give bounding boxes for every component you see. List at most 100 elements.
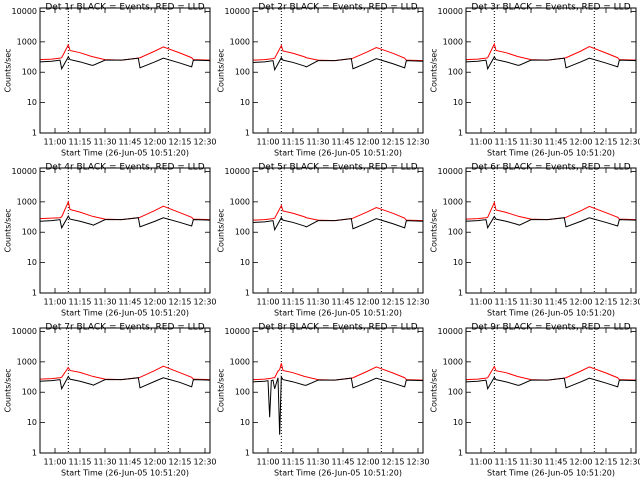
- x-axis-label: Start Time (26-Jun-05 10:51:20): [61, 149, 189, 158]
- panel: Det 4r BLACK = Events, RED = LLD11010010…: [4, 163, 217, 318]
- x-tick-label: 11:30: [519, 138, 542, 147]
- x-tick-label: 11:30: [306, 298, 329, 307]
- y-tick-label: 10: [27, 258, 37, 267]
- y-tick-label: 10: [240, 98, 250, 107]
- x-tick-label: 11:15: [494, 138, 517, 147]
- x-tick-label: 11:45: [544, 138, 567, 147]
- y-tick-label: 10000: [225, 167, 250, 176]
- x-tick-label: 12:00: [143, 138, 166, 147]
- panel: Det 9r BLACK = Events, RED = LLD11010010…: [430, 323, 640, 478]
- x-tick-label: 11:15: [494, 298, 517, 307]
- y-tick-label: 10: [453, 258, 463, 267]
- x-tick-label: 12:15: [594, 298, 617, 307]
- y-axis-label: Counts/sec: [4, 368, 13, 412]
- x-tick-label: 12:30: [193, 298, 216, 307]
- x-tick-label: 11:00: [43, 138, 66, 147]
- x-tick-label: 11:30: [93, 138, 116, 147]
- x-tick-label: 11:15: [68, 298, 91, 307]
- x-tick-label: 12:15: [594, 138, 617, 147]
- y-tick-label: 1: [32, 449, 37, 458]
- panel: Det 2r BLACK = Events, RED = LLD11010010…: [217, 3, 430, 158]
- x-axis-label: Start Time (26-Jun-05 10:51:20): [61, 309, 189, 318]
- x-tick-label: 11:00: [469, 138, 492, 147]
- y-tick-label: 100: [448, 228, 463, 237]
- y-tick-label: 10: [27, 418, 37, 427]
- y-tick-label: 1000: [230, 357, 250, 366]
- x-tick-label: 11:45: [544, 298, 567, 307]
- data-line: [465, 215, 637, 230]
- data-line: [252, 204, 424, 222]
- x-tick-label: 12:30: [406, 298, 429, 307]
- y-axis-label: Counts/sec: [4, 48, 13, 92]
- y-tick-label: 1000: [230, 37, 250, 46]
- x-tick-label: 11:15: [281, 138, 304, 147]
- x-tick-label: 12:15: [594, 458, 617, 467]
- y-tick-label: 100: [22, 68, 37, 77]
- x-axis-label: Start Time (26-Jun-05 10:51:20): [487, 309, 615, 318]
- x-tick-label: 12:00: [569, 138, 592, 147]
- x-tick-label: 11:00: [43, 458, 66, 467]
- x-tick-label: 11:45: [118, 298, 141, 307]
- plot-frame: [252, 327, 424, 454]
- x-tick-label: 12:15: [168, 298, 191, 307]
- plot-frame: [39, 7, 211, 134]
- x-tick-label: 11:30: [93, 458, 116, 467]
- x-axis-label: Start Time (26-Jun-05 10:51:20): [274, 149, 402, 158]
- x-axis-label: Start Time (26-Jun-05 10:51:20): [274, 469, 402, 478]
- x-tick-label: 11:00: [43, 298, 66, 307]
- y-tick-label: 10: [453, 98, 463, 107]
- panel: Det 8r BLACK = Events, RED = LLD11010010…: [217, 323, 430, 478]
- plot-frame: [39, 167, 211, 294]
- x-tick-label: 11:45: [118, 138, 141, 147]
- x-tick-label: 11:45: [331, 138, 354, 147]
- x-tick-label: 12:15: [381, 298, 404, 307]
- x-tick-label: 12:30: [193, 138, 216, 147]
- y-tick-label: 10000: [438, 327, 463, 336]
- y-tick-label: 1000: [17, 37, 37, 46]
- x-tick-label: 11:00: [256, 458, 279, 467]
- x-tick-label: 11:30: [306, 458, 329, 467]
- x-tick-label: 12:00: [356, 458, 379, 467]
- x-tick-label: 11:15: [68, 138, 91, 147]
- y-tick-label: 10: [240, 418, 250, 427]
- y-axis-label: Counts/sec: [430, 48, 439, 92]
- x-tick-label: 12:15: [381, 458, 404, 467]
- y-tick-label: 1000: [443, 197, 463, 206]
- y-tick-label: 100: [448, 388, 463, 397]
- x-tick-label: 11:45: [544, 458, 567, 467]
- data-line: [465, 42, 637, 61]
- y-tick-label: 10000: [12, 167, 37, 176]
- plot-frame: [252, 167, 424, 294]
- x-tick-label: 11:30: [519, 458, 542, 467]
- y-tick-label: 100: [448, 68, 463, 77]
- x-tick-label: 12:30: [193, 458, 216, 467]
- x-tick-label: 12:15: [168, 138, 191, 147]
- x-tick-label: 11:00: [469, 298, 492, 307]
- x-axis-label: Start Time (26-Jun-05 10:51:20): [61, 469, 189, 478]
- y-tick-label: 1000: [443, 37, 463, 46]
- x-tick-label: 12:00: [143, 298, 166, 307]
- x-tick-label: 12:00: [569, 458, 592, 467]
- y-axis-label: Counts/sec: [217, 208, 226, 252]
- y-tick-label: 10000: [438, 167, 463, 176]
- y-tick-label: 10000: [225, 327, 250, 336]
- y-tick-label: 100: [22, 228, 37, 237]
- plot-frame: [465, 327, 637, 454]
- x-axis-label: Start Time (26-Jun-05 10:51:20): [487, 149, 615, 158]
- data-line: [39, 55, 211, 71]
- x-tick-label: 11:30: [519, 298, 542, 307]
- y-tick-label: 1000: [230, 197, 250, 206]
- y-tick-label: 100: [235, 388, 250, 397]
- x-tick-label: 12:30: [619, 298, 640, 307]
- y-tick-label: 1: [245, 289, 250, 298]
- y-tick-label: 1000: [443, 357, 463, 366]
- y-tick-label: 1: [245, 449, 250, 458]
- x-tick-label: 12:00: [356, 298, 379, 307]
- data-line: [465, 55, 637, 71]
- y-tick-label: 10000: [225, 7, 250, 16]
- x-tick-label: 11:45: [118, 458, 141, 467]
- y-tick-label: 1: [458, 129, 463, 138]
- y-tick-label: 10: [453, 418, 463, 427]
